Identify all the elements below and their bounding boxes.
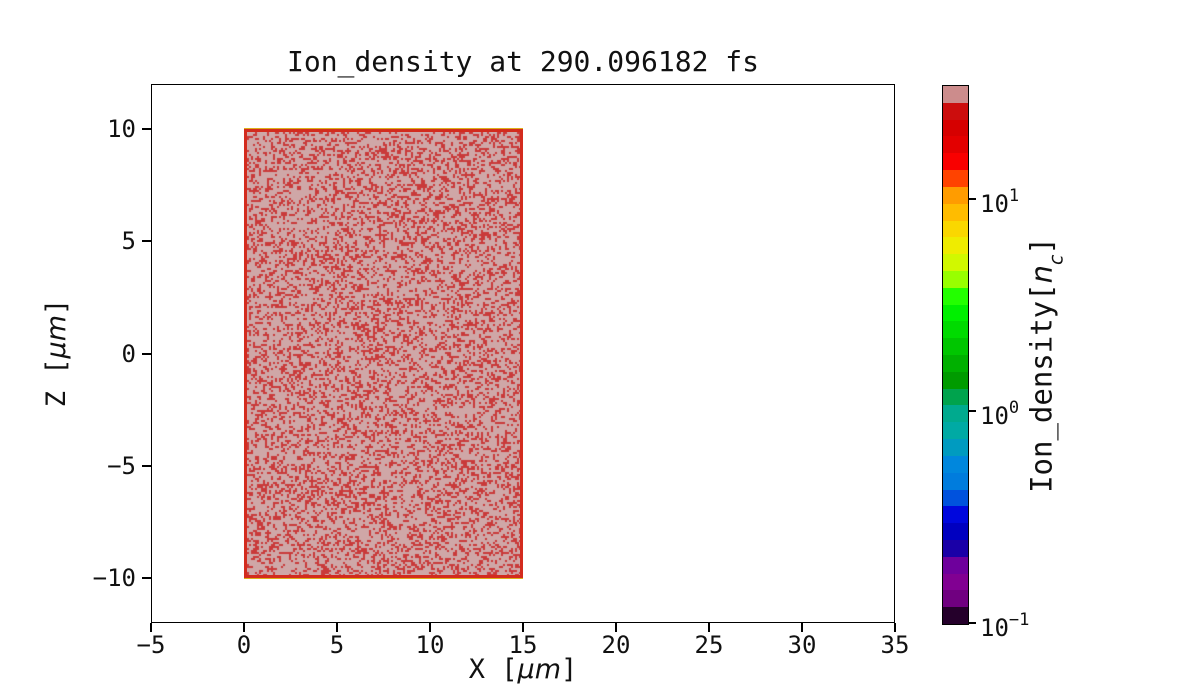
colorbar-tick-mark	[969, 198, 976, 200]
colorbar-band	[943, 170, 968, 188]
x-tick-label: −5	[136, 631, 166, 659]
colorbar-tick-mark	[969, 622, 976, 624]
colorbar-band	[943, 607, 968, 624]
colorbar-band	[943, 270, 968, 289]
x-tick-mark	[243, 623, 245, 632]
x-tick-label: 5	[329, 631, 345, 659]
x-tick-label: 35	[880, 631, 910, 659]
colorbar-tick-mark	[969, 410, 976, 412]
colorbar-band	[943, 119, 968, 138]
y-tick-label: −5	[107, 451, 136, 480]
colorbar-band	[943, 287, 968, 306]
x-axis-label-post: ]	[561, 654, 578, 685]
colorbar-band	[943, 523, 968, 541]
x-axis-label: X [μm]	[151, 654, 895, 686]
x-axis-label-pre: X [	[468, 654, 518, 685]
colorbar	[942, 85, 969, 625]
y-tick-label: 10	[107, 114, 136, 143]
colorbar-band	[943, 338, 968, 356]
colorbar-label-symbol: n	[1024, 265, 1059, 284]
colorbar-band	[943, 422, 968, 440]
colorbar-band	[943, 573, 968, 591]
x-tick-label: 25	[694, 631, 724, 659]
x-tick-label: 0	[236, 631, 252, 659]
x-tick-mark	[150, 623, 152, 632]
colorbar-band	[943, 102, 968, 121]
colorbar-band	[943, 86, 968, 104]
colorbar-band	[943, 506, 968, 524]
x-tick-mark	[894, 623, 896, 632]
plot-title: Ion_density at 290.096182 fs	[286, 45, 759, 78]
colorbar-band	[943, 186, 968, 205]
colorbar-band	[943, 539, 968, 558]
colorbar-band	[943, 472, 968, 491]
colorbar-band	[943, 220, 968, 238]
y-tick-mark	[142, 352, 151, 355]
x-tick-mark	[429, 623, 431, 632]
colorbar-label: Ion_density[nc]	[1025, 237, 1070, 493]
y-tick-label: 5	[121, 227, 136, 256]
x-tick-label: 10	[415, 631, 445, 659]
colorbar-band	[943, 254, 968, 272]
colorbar-band	[943, 203, 968, 222]
heatmap-noise-canvas	[247, 132, 520, 575]
colorbar-band	[943, 405, 968, 423]
colorbar-band	[943, 439, 968, 457]
x-tick-mark	[615, 623, 617, 632]
x-tick-mark	[336, 623, 338, 632]
colorbar-tick-label: 101	[980, 186, 1020, 218]
colorbar-band	[943, 371, 968, 390]
colorbar-band	[943, 556, 968, 575]
x-tick-label: 30	[787, 631, 817, 659]
y-tick-mark	[142, 464, 151, 467]
colorbar-label-subscript: c	[1045, 254, 1068, 266]
colorbar-band	[943, 455, 968, 474]
colorbar-band	[943, 355, 968, 373]
colorbar-label-post: ]	[1024, 237, 1059, 255]
heatmap-slab	[244, 129, 523, 578]
y-axis-label-post: ]	[41, 298, 72, 315]
colorbar-band	[943, 136, 968, 154]
colorbar-band	[943, 489, 968, 507]
colorbar-band	[943, 590, 968, 608]
colorbar-label-pre: Ion_density[	[1024, 283, 1059, 493]
x-axis-label-unit: μm	[517, 654, 561, 685]
x-tick-label: 20	[601, 631, 631, 659]
x-tick-label: 15	[508, 631, 538, 659]
x-tick-mark	[522, 623, 524, 632]
colorbar-band	[943, 321, 968, 339]
colorbar-band	[943, 388, 968, 407]
colorbar-tick-label: 10−1	[980, 610, 1030, 642]
x-tick-mark	[708, 623, 710, 632]
x-tick-mark	[801, 623, 803, 632]
colorbar-band	[943, 237, 968, 255]
colorbar-tick-label: 100	[980, 398, 1020, 430]
y-tick-mark	[142, 240, 151, 243]
y-tick-mark	[142, 577, 151, 580]
colorbar-band	[943, 304, 968, 322]
y-tick-label: 0	[121, 339, 136, 368]
y-tick-mark	[142, 127, 151, 130]
colorbar-band	[943, 153, 968, 171]
y-tick-label: −10	[92, 564, 136, 593]
